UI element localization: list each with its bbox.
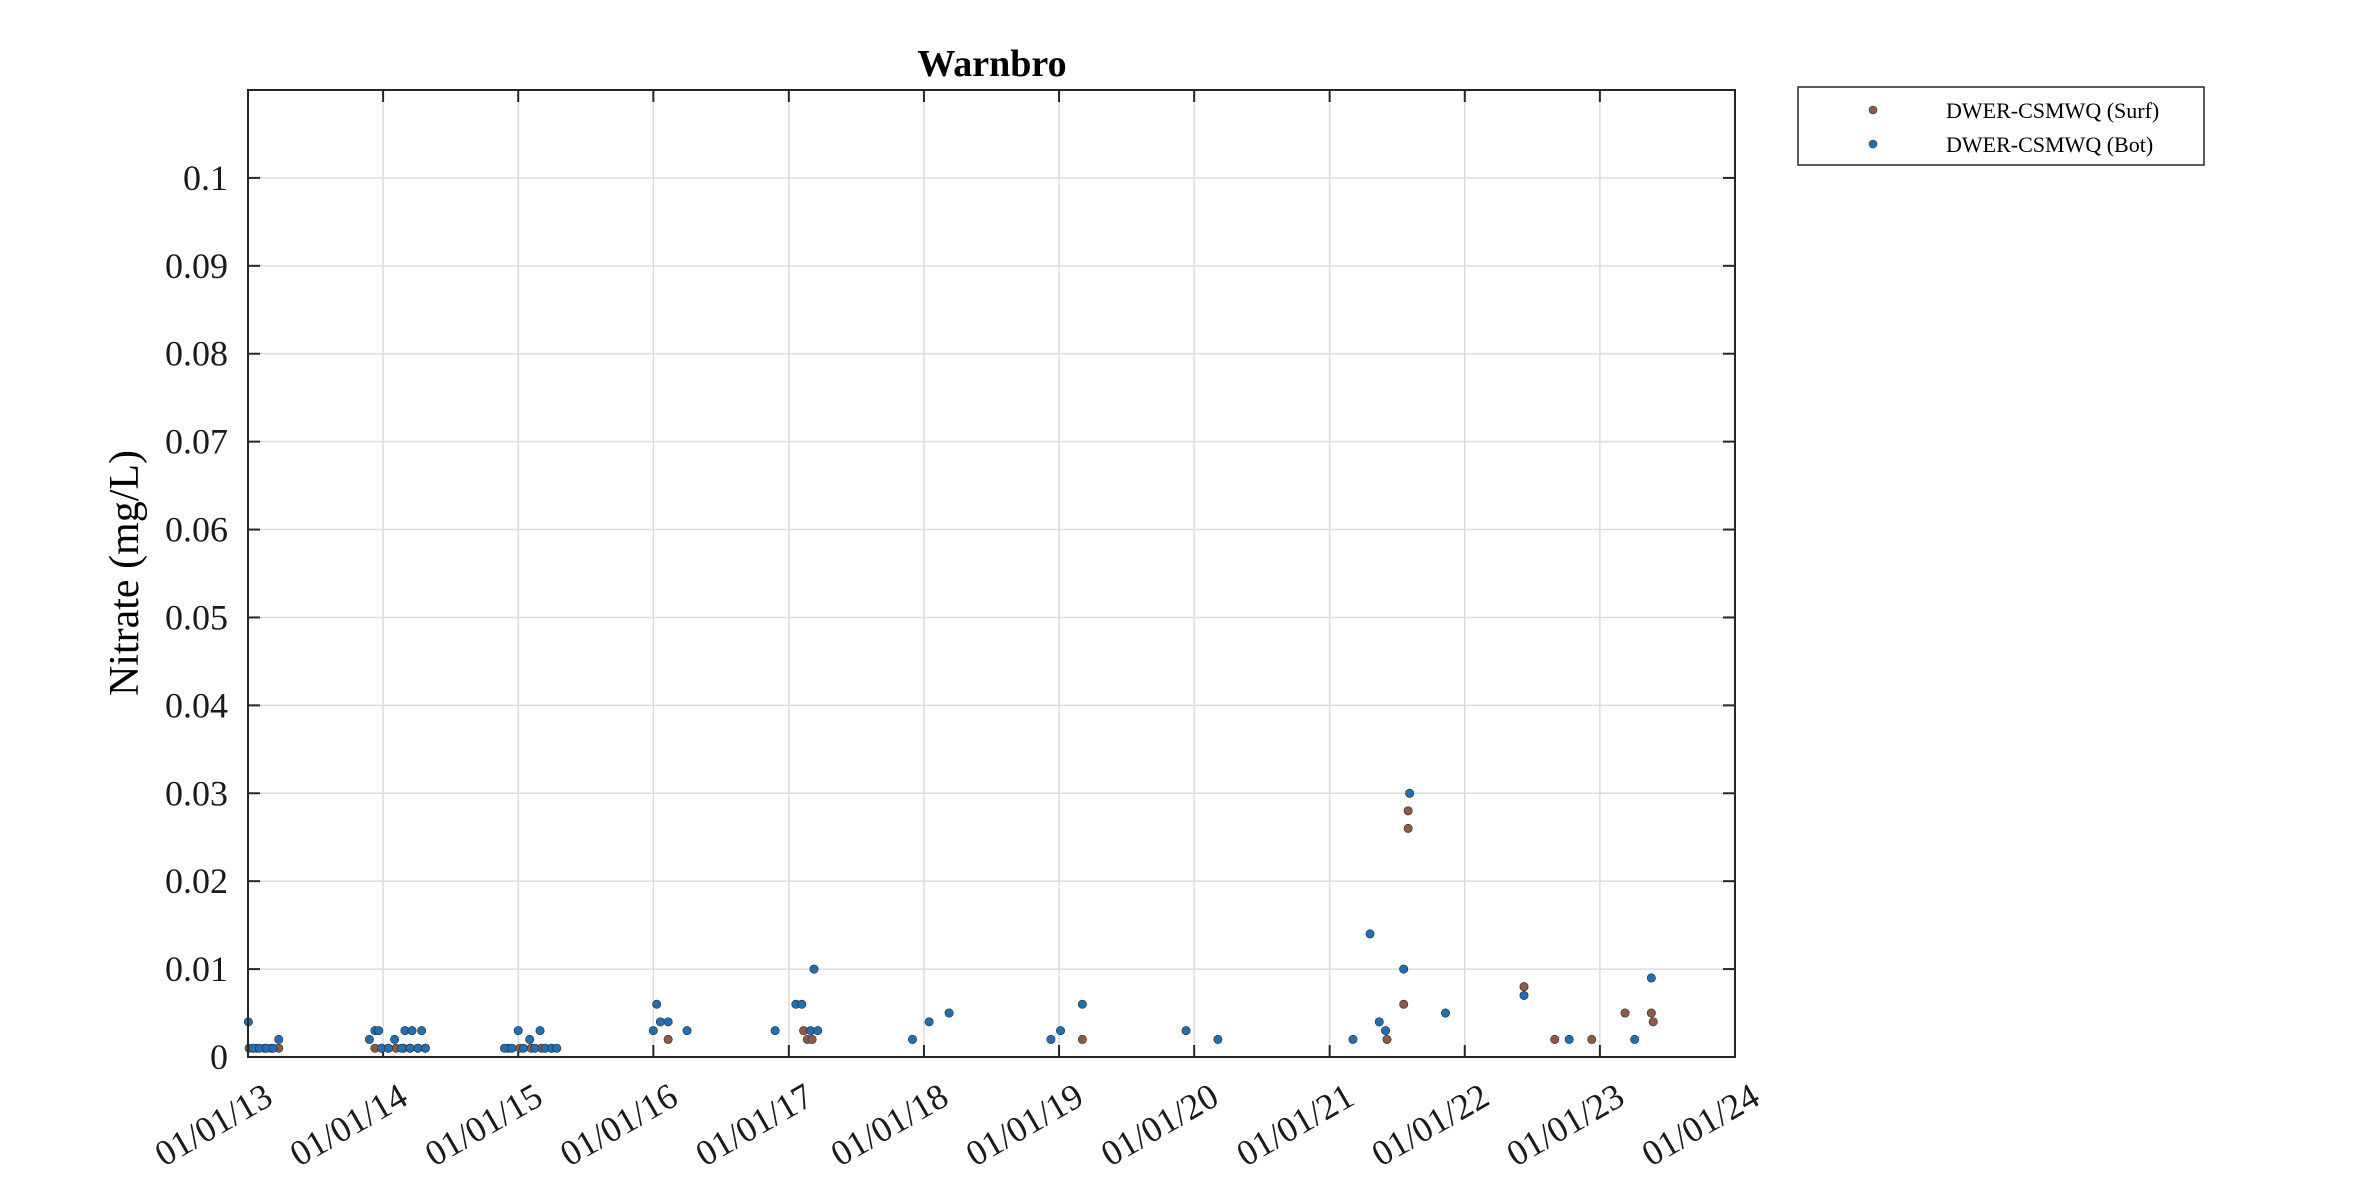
data-point-surf bbox=[1620, 1008, 1630, 1018]
data-point-bot bbox=[1374, 1017, 1384, 1027]
y-tick-label: 0.08 bbox=[165, 334, 228, 374]
data-point-bot bbox=[924, 1017, 934, 1027]
y-tick-label: 0.04 bbox=[165, 685, 228, 725]
chart-title: Warnbro bbox=[917, 43, 1066, 85]
data-point-surf bbox=[1519, 982, 1529, 992]
legend-marker-surf bbox=[1868, 105, 1878, 115]
y-tick-label: 0.06 bbox=[165, 510, 228, 550]
data-point-bot bbox=[364, 1034, 374, 1044]
legend-label-surf: DWER-CSMWQ (Surf) bbox=[1946, 98, 2159, 123]
legend-box bbox=[1797, 86, 2205, 166]
legend-marker-bot bbox=[1868, 139, 1878, 149]
data-point-bot bbox=[1056, 1026, 1066, 1036]
data-point-bot bbox=[1181, 1026, 1191, 1036]
data-point-surf bbox=[1646, 1008, 1656, 1018]
data-point-bot bbox=[1441, 1008, 1451, 1018]
data-point-surf bbox=[1399, 999, 1409, 1009]
data-point-bot bbox=[648, 1026, 658, 1036]
data-point-bot bbox=[652, 999, 662, 1009]
data-points bbox=[243, 788, 1658, 1053]
data-point-bot bbox=[944, 1008, 954, 1018]
data-point-bot bbox=[1646, 973, 1656, 983]
y-tick-label: 0.1 bbox=[183, 158, 228, 198]
data-point-bot bbox=[663, 1017, 673, 1027]
data-point-bot bbox=[552, 1043, 562, 1053]
data-point-bot bbox=[682, 1026, 692, 1036]
data-point-bot bbox=[655, 1017, 665, 1027]
data-point-bot bbox=[525, 1034, 535, 1044]
data-point-surf bbox=[1587, 1034, 1597, 1044]
data-point-bot bbox=[1046, 1034, 1056, 1044]
data-point-bot bbox=[407, 1026, 417, 1036]
data-point-bot bbox=[383, 1043, 393, 1053]
plot-frame bbox=[247, 89, 1736, 1058]
data-point-bot bbox=[1213, 1034, 1223, 1044]
legend-label-bot: DWER-CSMWQ (Bot) bbox=[1946, 132, 2153, 157]
data-point-surf bbox=[807, 1034, 817, 1044]
grid-lines bbox=[247, 90, 1736, 1057]
data-point-bot bbox=[1405, 788, 1415, 798]
data-point-bot bbox=[530, 1043, 540, 1053]
y-axis-label: Nitrate (mg/L) bbox=[102, 450, 148, 696]
data-point-surf bbox=[1403, 823, 1413, 833]
data-point-bot bbox=[507, 1043, 517, 1053]
data-point-bot bbox=[405, 1043, 415, 1053]
data-point-bot bbox=[420, 1043, 430, 1053]
data-point-bot bbox=[1399, 964, 1409, 974]
data-point-surf bbox=[1077, 1034, 1087, 1044]
data-point-bot bbox=[1381, 1026, 1391, 1036]
y-tick-labels: 0 0.01 0.02 0.03 0.04 0.05 0.06 0.07 0.08 0.09 0.1 bbox=[165, 158, 228, 1077]
data-point-surf bbox=[1382, 1034, 1392, 1044]
y-tick-label: 0 bbox=[210, 1037, 228, 1077]
data-point-surf bbox=[1648, 1017, 1658, 1027]
y-tick-label: 0.07 bbox=[165, 422, 228, 462]
data-point-bot bbox=[907, 1034, 917, 1044]
data-point-bot bbox=[1630, 1034, 1640, 1044]
legend: DWER-CSMWQ (Surf) DWER-CSMWQ (Bot) bbox=[1797, 86, 2205, 166]
data-point-bot bbox=[417, 1026, 427, 1036]
y-tick-label: 0.09 bbox=[165, 246, 228, 286]
data-point-bot bbox=[513, 1026, 523, 1036]
y-tick-label: 0.02 bbox=[165, 861, 228, 901]
data-point-bot bbox=[797, 999, 807, 1009]
data-point-bot bbox=[397, 1043, 407, 1053]
data-point-bot bbox=[274, 1034, 284, 1044]
data-point-bot bbox=[374, 1026, 384, 1036]
data-point-bot bbox=[1348, 1034, 1358, 1044]
data-point-surf bbox=[1550, 1034, 1560, 1044]
y-tick-label: 0.05 bbox=[165, 597, 228, 637]
data-point-bot bbox=[268, 1043, 278, 1053]
plot-background bbox=[248, 90, 1735, 1057]
data-point-bot bbox=[770, 1026, 780, 1036]
data-point-bot bbox=[390, 1034, 400, 1044]
data-point-bot bbox=[518, 1043, 528, 1053]
y-tick-label: 0.03 bbox=[165, 773, 228, 813]
data-point-bot bbox=[809, 964, 819, 974]
data-point-bot bbox=[813, 1026, 823, 1036]
data-point-bot bbox=[1564, 1034, 1574, 1044]
y-tick-label: 0.01 bbox=[165, 949, 228, 989]
data-point-bot bbox=[1365, 929, 1375, 939]
plot-area bbox=[243, 89, 1736, 1058]
data-point-bot bbox=[1077, 999, 1087, 1009]
data-point-bot bbox=[1519, 990, 1529, 1000]
data-point-bot bbox=[535, 1026, 545, 1036]
data-point-surf bbox=[1403, 806, 1413, 816]
data-point-surf bbox=[663, 1034, 673, 1044]
